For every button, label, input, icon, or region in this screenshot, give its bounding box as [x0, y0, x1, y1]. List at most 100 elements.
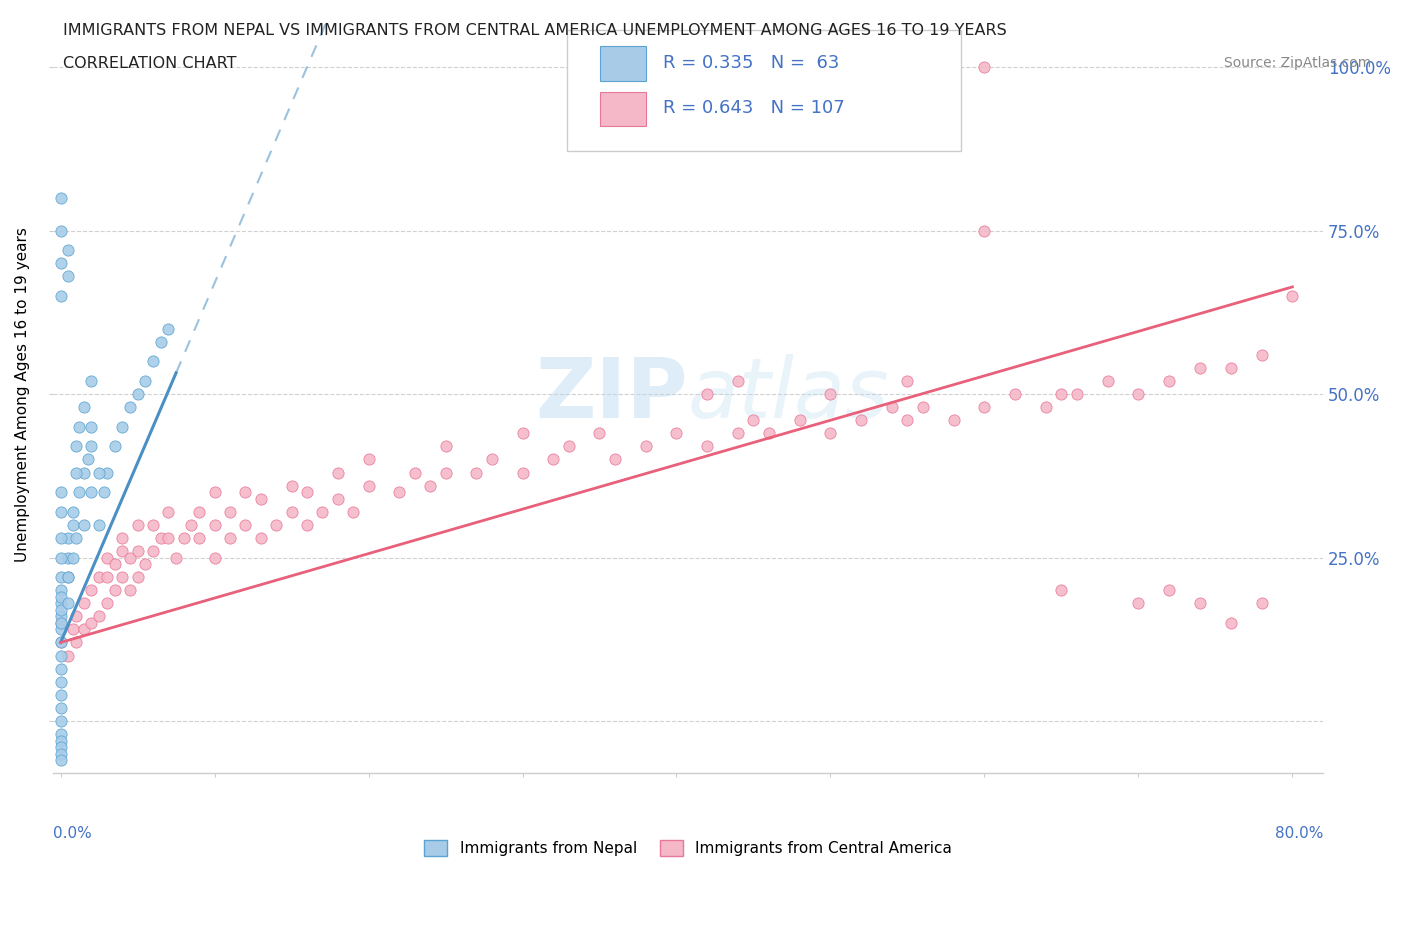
Point: [58, 648, 80, 663]
Point: [727, 426, 749, 441]
Point: [434, 439, 457, 454]
Point: [80, 485, 103, 499]
Point: [62, 504, 84, 519]
Point: [73, 517, 96, 532]
Text: IMMIGRANTS FROM NEPAL VS IMMIGRANTS FROM CENTRAL AMERICA UNEMPLOYMENT AMONG AGES: IMMIGRANTS FROM NEPAL VS IMMIGRANTS FROM…: [63, 23, 1007, 38]
Point: [58, 243, 80, 258]
Point: [165, 550, 187, 565]
Point: [65, 439, 87, 454]
Point: [942, 60, 965, 74]
Point: [111, 543, 134, 558]
Point: [111, 570, 134, 585]
Point: [134, 374, 156, 389]
Point: [49, 583, 72, 598]
Point: [481, 452, 503, 467]
Point: [73, 622, 96, 637]
Point: [142, 517, 165, 532]
Point: [204, 550, 226, 565]
Point: [1188, 361, 1211, 376]
Point: [73, 400, 96, 415]
Point: [942, 413, 965, 428]
Point: [820, 426, 842, 441]
Text: Source: ZipAtlas.com: Source: ZipAtlas.com: [1223, 56, 1371, 70]
Point: [58, 530, 80, 545]
Point: [49, 256, 72, 271]
Point: [62, 622, 84, 637]
Point: [62, 550, 84, 565]
Point: [157, 321, 180, 336]
Point: [326, 491, 349, 506]
Point: [603, 452, 626, 467]
Point: [434, 465, 457, 480]
Point: [80, 419, 103, 434]
Legend: Immigrants from Nepal, Immigrants from Central America: Immigrants from Nepal, Immigrants from C…: [418, 834, 957, 862]
Point: [157, 504, 180, 519]
Point: [142, 354, 165, 369]
Point: [1219, 616, 1241, 631]
Point: [49, 570, 72, 585]
Point: [235, 485, 257, 499]
Point: [87, 465, 110, 480]
Point: [87, 517, 110, 532]
Point: [1035, 400, 1057, 415]
Point: [157, 530, 180, 545]
Text: CORRELATION CHART: CORRELATION CHART: [63, 56, 236, 71]
Point: [1188, 596, 1211, 611]
Point: [173, 530, 195, 545]
Point: [880, 400, 903, 415]
Point: [911, 400, 934, 415]
Point: [512, 426, 534, 441]
Point: [235, 517, 257, 532]
Point: [1050, 583, 1073, 598]
Point: [93, 485, 115, 499]
Point: [851, 413, 873, 428]
Point: [87, 609, 110, 624]
Point: [512, 465, 534, 480]
Point: [73, 596, 96, 611]
Point: [49, 504, 72, 519]
Point: [357, 478, 380, 493]
Point: [973, 60, 995, 74]
Point: [49, 590, 72, 604]
Point: [342, 504, 364, 519]
Point: [65, 465, 87, 480]
Point: [87, 570, 110, 585]
Point: [188, 530, 211, 545]
Point: [295, 485, 318, 499]
FancyBboxPatch shape: [600, 46, 647, 81]
Point: [96, 570, 118, 585]
Point: [127, 570, 149, 585]
Point: [1250, 596, 1272, 611]
Point: [58, 596, 80, 611]
Point: [1004, 387, 1026, 402]
Point: [103, 439, 125, 454]
Point: [49, 661, 72, 676]
Point: [80, 583, 103, 598]
Point: [111, 530, 134, 545]
Point: [789, 413, 811, 428]
Point: [58, 550, 80, 565]
Point: [280, 504, 302, 519]
Point: [1128, 596, 1150, 611]
Point: [1128, 387, 1150, 402]
Point: [1159, 583, 1181, 598]
Point: [388, 485, 411, 499]
Point: [49, 739, 72, 754]
Point: [49, 616, 72, 631]
Point: [67, 419, 90, 434]
Point: [142, 543, 165, 558]
Point: [58, 570, 80, 585]
Point: [973, 223, 995, 238]
Point: [65, 530, 87, 545]
Point: [1281, 288, 1303, 303]
Point: [1219, 361, 1241, 376]
Point: [49, 635, 72, 650]
Point: [49, 596, 72, 611]
Point: [249, 491, 271, 506]
Point: [127, 387, 149, 402]
Text: 0.0%: 0.0%: [53, 826, 91, 842]
Point: [49, 746, 72, 761]
Point: [1066, 387, 1088, 402]
Point: [280, 478, 302, 493]
Point: [127, 543, 149, 558]
